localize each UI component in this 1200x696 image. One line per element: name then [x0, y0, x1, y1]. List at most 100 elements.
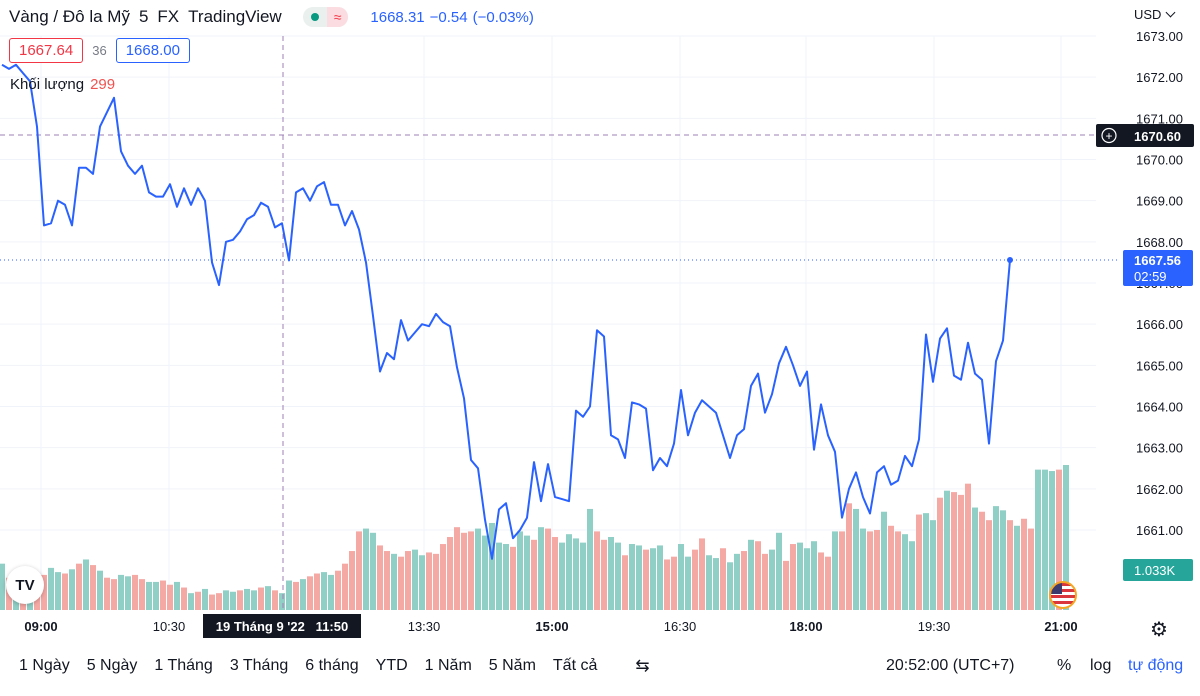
- time-axis-tick-label: 21:00: [1044, 619, 1077, 634]
- volume-bar: [811, 541, 817, 610]
- price-axis-tick-label: 1673.00: [1136, 29, 1183, 44]
- symbol-name: Vàng / Đô la Mỹ: [9, 7, 130, 26]
- volume-bar: [720, 548, 726, 610]
- range-1-year[interactable]: 1 Năm: [424, 657, 472, 674]
- volume-bar: [895, 531, 901, 610]
- volume-bar: [748, 539, 754, 610]
- price-axis-tick-label: 1664.00: [1136, 400, 1183, 415]
- volume-bar: [531, 539, 537, 610]
- volume-bar: [167, 584, 173, 610]
- volume-bar: [307, 576, 313, 610]
- price-axis[interactable]: 1673.00 1672.00 1671.00 1670.00 1669.00 1668.…: [1136, 29, 1183, 538]
- volume-bar: [755, 541, 761, 610]
- volume-bar: [552, 537, 558, 610]
- volume-legend[interactable]: Khối lượng 299: [10, 76, 115, 93]
- volume-bar: [657, 545, 663, 610]
- volume-bar: [559, 542, 565, 610]
- volume-bar: [97, 570, 103, 610]
- volume-value-label: 1.033K: [1123, 559, 1193, 581]
- volume-bar: [482, 535, 488, 610]
- wave-icon: ≈: [326, 7, 349, 27]
- us-flag-icon[interactable]: [1049, 581, 1077, 609]
- plus-icon[interactable]: +: [1105, 129, 1112, 143]
- crosshair-time-text: 19 Tháng 9 '22 11:50: [216, 619, 348, 634]
- price-axis-tick-label: 1661.00: [1136, 523, 1183, 538]
- volume-bar: [986, 520, 992, 610]
- range-6-month[interactable]: 6 tháng: [305, 657, 359, 674]
- percent-toggle[interactable]: %: [1057, 657, 1072, 674]
- buy-button[interactable]: 1668.00: [115, 38, 190, 63]
- exchange-label: FX: [157, 7, 180, 26]
- volume-bar: [790, 544, 796, 610]
- volume-bar: [69, 569, 75, 610]
- volume-bar: [853, 508, 859, 610]
- gear-icon[interactable]: ⚙: [1150, 619, 1168, 641]
- volume-bar: [489, 522, 495, 610]
- range-1-month[interactable]: 1 Tháng: [154, 657, 213, 674]
- range-all[interactable]: Tất cả: [552, 657, 598, 674]
- volume-bar: [398, 556, 404, 610]
- symbol-title[interactable]: Vàng / Đô la Mỹ 5 FX TradingView: [9, 7, 291, 27]
- volume-bar: [195, 591, 201, 610]
- range-5-year[interactable]: 5 Năm: [488, 657, 536, 674]
- range-ytd[interactable]: YTD: [375, 657, 408, 674]
- volume-bar: [118, 574, 124, 610]
- volume-bar: [286, 580, 292, 610]
- market-open-dot-icon: [310, 13, 319, 21]
- volume-bar: [776, 532, 782, 610]
- volume-bar: [111, 579, 117, 610]
- volume-bar: [1056, 469, 1062, 610]
- price-axis-tick-label: 1663.00: [1136, 441, 1183, 456]
- volume-bar: [496, 542, 502, 610]
- price-axis-tick-label: 1672.00: [1136, 70, 1183, 85]
- tradingview-logo-icon[interactable]: TV: [6, 566, 44, 604]
- auto-scale-toggle[interactable]: tự động: [1128, 657, 1184, 674]
- volume-bar: [321, 572, 327, 610]
- volume-bar: [335, 570, 341, 610]
- market-status-badge[interactable]: ≈: [302, 7, 349, 27]
- time-axis-tick-label: 15:00: [535, 619, 568, 634]
- volume-bar: [517, 531, 523, 610]
- volume-bar: [685, 556, 691, 610]
- volume-bar: [1035, 469, 1041, 610]
- price-axis-tick-label: 1666.00: [1136, 317, 1183, 332]
- volume-bar: [965, 483, 971, 610]
- volume-bar: [846, 503, 852, 610]
- crosshair-time-label: 19 Tháng 9 '22 11:50: [203, 614, 361, 638]
- volume-bar: [727, 562, 733, 610]
- volume-bar: [419, 555, 425, 610]
- last-price-label: 1667.56 02:59: [1123, 250, 1193, 286]
- currency-selector[interactable]: USD: [1134, 7, 1174, 22]
- volume-bar: [48, 567, 54, 610]
- volume-bar: [524, 535, 530, 610]
- volume-bar: [146, 581, 152, 610]
- crosshair-price-label[interactable]: + 1670.60: [1096, 124, 1194, 147]
- volume-bar: [797, 542, 803, 610]
- calendar-icon[interactable]: ⇆: [635, 656, 650, 675]
- volume-bar: [83, 559, 89, 610]
- volume-bar: [951, 492, 957, 610]
- chart-header: Vàng / Đô la Mỹ 5 FX TradingView ≈ 1668.31−…: [0, 0, 539, 34]
- log-toggle[interactable]: log: [1090, 657, 1112, 674]
- range-3-month[interactable]: 3 Tháng: [229, 657, 289, 674]
- volume-legend-value: 299: [90, 76, 116, 93]
- volume-bar: [937, 497, 943, 610]
- volume-bar: [125, 576, 131, 610]
- time-axis[interactable]: 09:00 10:30 13:30 15:00 16:30 18:00 19:30 21:00: [24, 619, 1077, 634]
- volume-bar: [300, 579, 306, 610]
- volume-bar: [944, 490, 950, 610]
- range-1-day[interactable]: 1 Ngày: [19, 657, 70, 674]
- volume-bar: [839, 531, 845, 610]
- range-5-day[interactable]: 5 Ngày: [86, 657, 138, 674]
- volume-bar: [342, 563, 348, 610]
- timezone-label[interactable]: 20:52:00 (UTC+7): [886, 657, 1015, 674]
- price-axis-tick-label: 1669.00: [1136, 194, 1183, 209]
- volume-bar: [76, 563, 82, 610]
- volume-bar: [223, 590, 229, 610]
- sell-button[interactable]: 1667.64: [9, 38, 84, 63]
- volume-bar: [783, 560, 789, 610]
- volume-bar: [391, 553, 397, 610]
- volume-legend-label: Khối lượng: [10, 76, 85, 93]
- last-price-text: 1667.56: [1134, 253, 1181, 268]
